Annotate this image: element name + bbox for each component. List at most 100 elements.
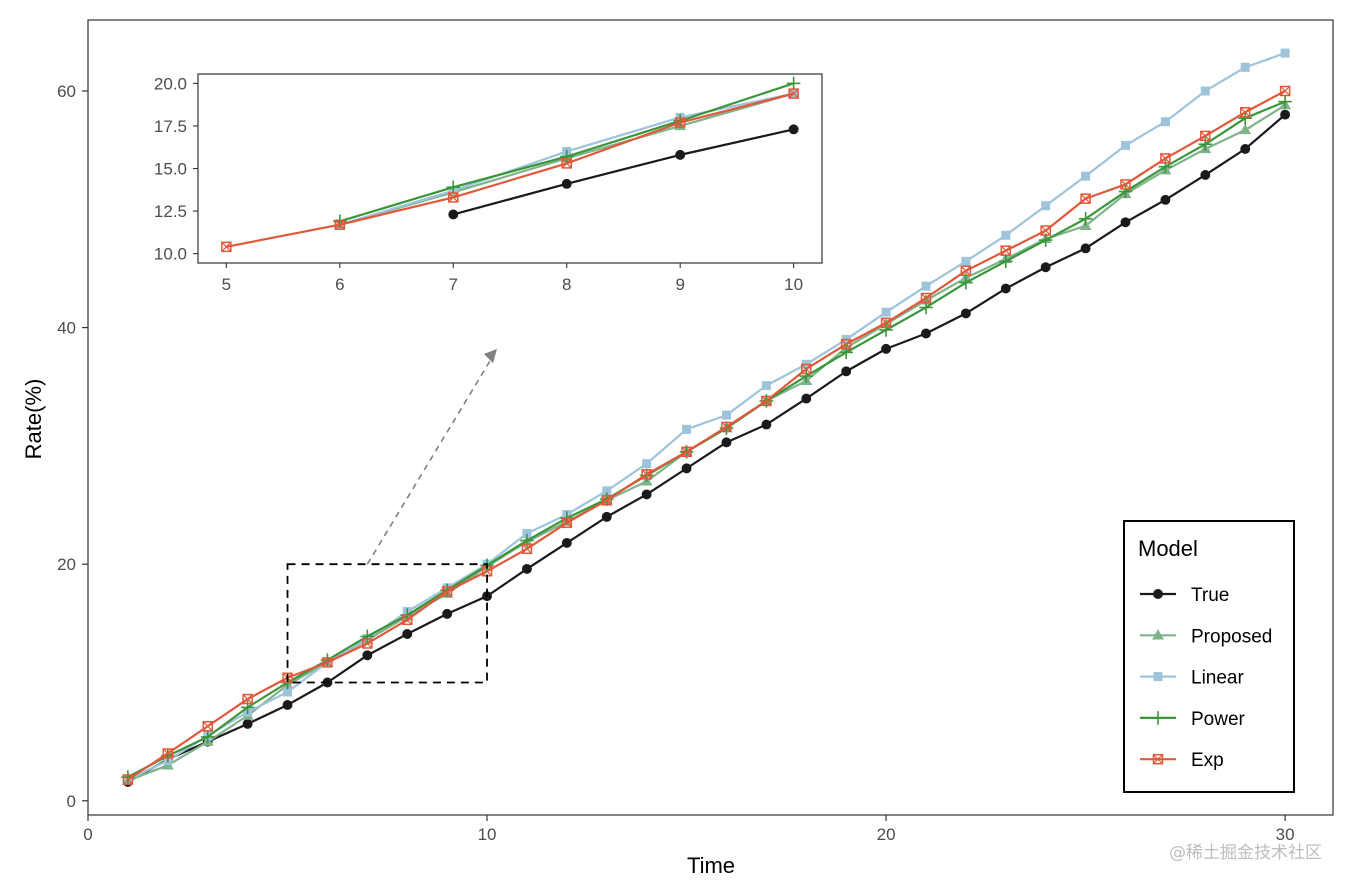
legend-label: Proposed — [1191, 626, 1272, 647]
inset-series-line-true — [452, 128, 794, 216]
inset-data-point-exp — [674, 117, 686, 128]
data-point-power — [799, 369, 814, 383]
data-point-power — [1238, 111, 1252, 125]
y-tick-label: 40 — [57, 319, 76, 338]
data-point-linear — [721, 410, 731, 420]
data-point-exp — [202, 721, 213, 732]
data-point-exp — [920, 292, 932, 304]
data-point-true — [561, 537, 572, 548]
data-point-true — [362, 650, 373, 661]
data-point-power — [959, 275, 973, 290]
inset-y-tick-label: 17.5 — [154, 117, 187, 136]
legend-key-marker — [1153, 589, 1163, 599]
legend-key-marker — [1151, 711, 1165, 725]
inset-data-point-exp — [334, 219, 346, 230]
x-tick-label: 20 — [877, 825, 896, 844]
data-point-true — [1160, 194, 1171, 205]
inset-data-point-power — [786, 76, 801, 91]
x-tick-label: 0 — [83, 825, 92, 844]
series-exp — [122, 85, 1291, 785]
data-point-true — [721, 437, 732, 448]
series-line-true — [127, 113, 1286, 783]
inset-y-tick-label: 10.0 — [154, 245, 187, 264]
data-point-power — [200, 730, 215, 744]
legend-entry-power: Power — [1140, 709, 1246, 730]
data-point-exp — [1000, 245, 1012, 256]
legend-label: True — [1191, 585, 1229, 606]
data-point-linear — [921, 281, 931, 291]
inset-data-point-true — [561, 178, 572, 189]
inset-data-point-power — [559, 149, 574, 164]
data-point-exp — [1160, 153, 1171, 164]
inset-series-true — [448, 124, 799, 220]
data-point-exp — [401, 614, 413, 626]
data-point-linear — [1200, 86, 1210, 96]
inset-x-tick-label: 8 — [562, 275, 571, 294]
data-point-power — [1078, 212, 1093, 226]
data-point-linear — [1041, 201, 1051, 211]
legend-label: Power — [1191, 709, 1246, 730]
data-point-exp — [162, 748, 174, 759]
data-point-true — [960, 308, 971, 319]
data-point-linear — [602, 486, 612, 496]
data-point-true — [1000, 283, 1011, 294]
data-point-exp — [242, 693, 253, 705]
data-point-linear — [961, 256, 971, 266]
inset-data-point-exp — [448, 192, 459, 203]
inset-y-tick-label: 12.5 — [154, 202, 187, 221]
legend-label: Linear — [1191, 668, 1244, 689]
legend-key-marker — [1152, 629, 1164, 640]
inset-data-point-true — [448, 209, 459, 220]
data-point-linear — [761, 381, 771, 391]
inset-data-point-exp — [221, 241, 232, 253]
data-point-exp — [1279, 85, 1291, 97]
inset-data-point-exp — [788, 88, 799, 99]
data-point-true — [841, 366, 852, 377]
inset-data-point-power — [446, 180, 461, 194]
data-point-exp — [521, 543, 533, 555]
main-axes: 0 10 20 30 0 20 40 60 — [57, 82, 1294, 844]
data-point-power — [999, 254, 1013, 269]
data-point-exp — [1040, 225, 1051, 236]
series-line-linear — [127, 52, 1286, 781]
data-point-true — [1200, 170, 1211, 180]
legend-label: Exp — [1191, 750, 1224, 771]
data-point-exp — [1080, 193, 1091, 204]
data-point-exp — [441, 586, 453, 597]
zoom-arrow-line — [366, 355, 494, 565]
data-point-true — [1040, 262, 1051, 273]
inset-x-tick-label: 6 — [335, 275, 344, 294]
main-panel-border — [87, 19, 1334, 816]
legend-key-marker — [1152, 753, 1164, 765]
x-tick-label: 30 — [1276, 825, 1295, 844]
data-point-exp — [122, 774, 134, 785]
x-axis-title: Time — [687, 853, 735, 878]
data-point-linear — [642, 459, 652, 469]
data-point-exp — [641, 469, 652, 480]
inset-x-tick-label: 9 — [675, 275, 684, 294]
inset-y-tick-label: 20.0 — [154, 74, 187, 93]
y-tick-label: 0 — [67, 792, 76, 811]
legend-box — [1123, 520, 1295, 793]
legend-key-marker — [1153, 672, 1163, 682]
data-point-linear — [1121, 140, 1130, 150]
data-point-true — [921, 328, 931, 339]
inset-data-point-true — [788, 124, 799, 135]
data-point-true — [402, 629, 413, 639]
data-point-linear — [283, 687, 293, 697]
data-point-linear — [682, 424, 692, 434]
inset-x-tick-label: 10 — [784, 275, 803, 294]
data-point-exp — [561, 517, 573, 529]
inset-x-tick-label: 5 — [222, 275, 231, 294]
inset-series-line-exp — [226, 92, 794, 248]
inset-data-point-true — [675, 149, 686, 160]
zoom-indicator — [286, 349, 497, 684]
inset-x-tick-label: 7 — [449, 275, 458, 294]
watermark: @稀土掘金技术社区 — [1169, 843, 1322, 863]
data-point-linear — [1081, 171, 1091, 181]
data-point-power — [1278, 94, 1292, 109]
data-point-true — [801, 393, 812, 404]
data-point-exp — [840, 338, 852, 350]
data-point-linear — [522, 528, 532, 538]
